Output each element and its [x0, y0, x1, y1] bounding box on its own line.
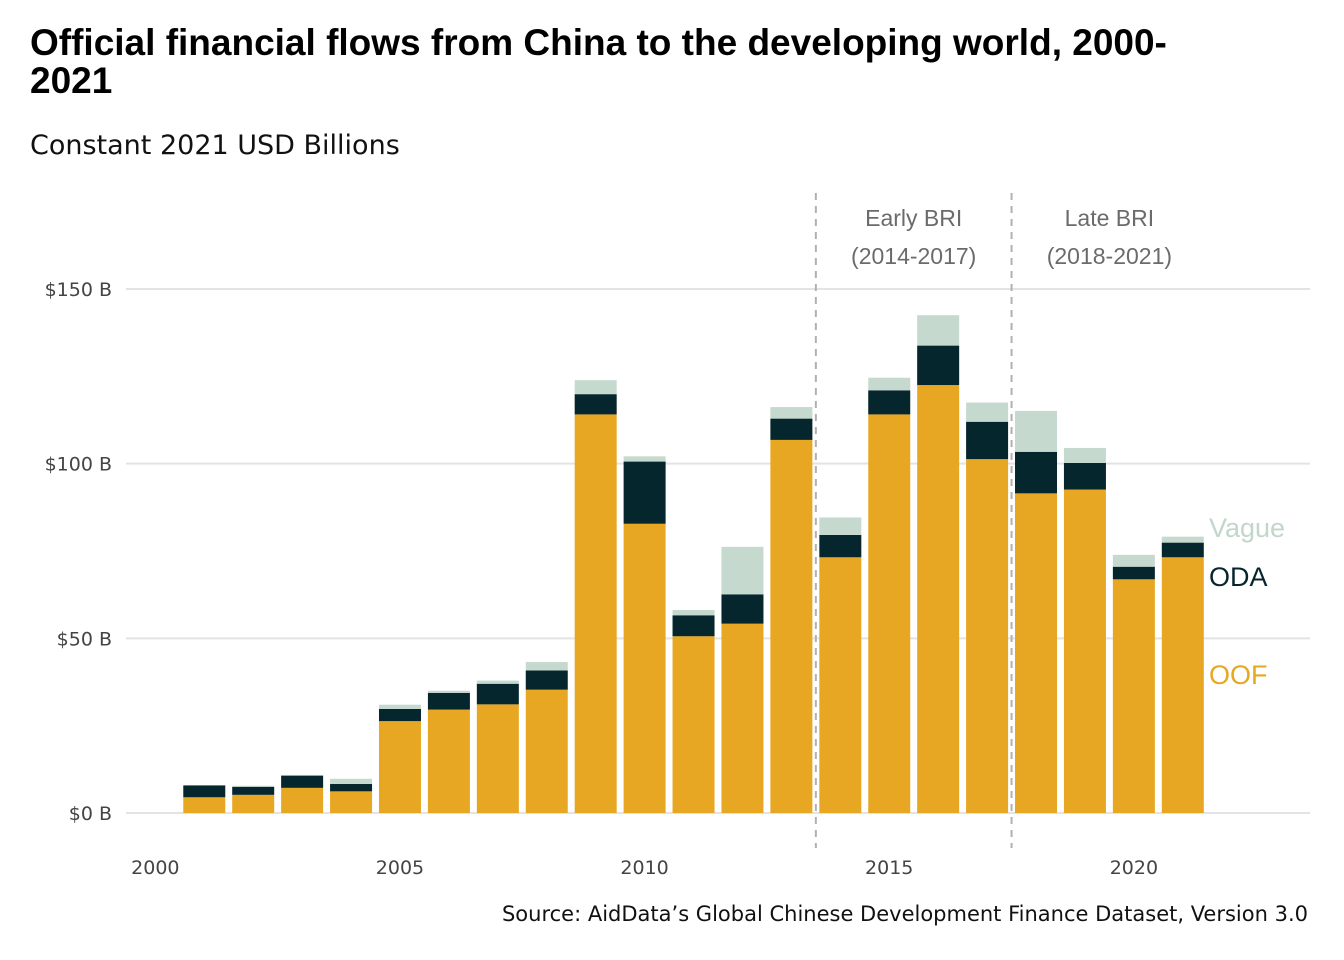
- bar-oda-2013: [770, 418, 813, 440]
- bar-vague-2015: [868, 377, 911, 391]
- bars: [183, 315, 1204, 813]
- bar-oda-2016: [917, 345, 960, 386]
- bar-oda-2019: [1063, 462, 1106, 490]
- bar-oof-2006: [427, 709, 470, 813]
- bar-oda-2003: [281, 775, 324, 788]
- bar-oda-2017: [966, 421, 1009, 460]
- bar-oda-2007: [476, 683, 519, 705]
- bar-oda-2011: [672, 615, 715, 637]
- bar-oof-2014: [819, 557, 862, 813]
- bar-oof-2021: [1161, 557, 1204, 813]
- x-tick-label: 2020: [1110, 857, 1158, 879]
- bar-oda-2021: [1161, 542, 1204, 558]
- legend-label-oof: OOF: [1209, 660, 1268, 690]
- era-dividers: [814, 193, 1013, 848]
- bar-oof-2018: [1015, 493, 1058, 813]
- y-tick-label: $150 B: [45, 279, 112, 301]
- era-label-1: Early BRI: [865, 205, 962, 231]
- bar-oda-2001: [183, 785, 226, 798]
- bar-vague-2011: [672, 610, 715, 616]
- bar-vague-2012: [721, 546, 764, 595]
- bar-oof-2008: [525, 689, 568, 813]
- source-note: Source: AidData’s Global Chinese Develop…: [501, 902, 1308, 926]
- bar-oda-2008: [525, 670, 568, 690]
- bar-oof-2001: [183, 797, 226, 813]
- bar-vague-2002: [232, 785, 275, 787]
- bar-oof-2010: [623, 523, 666, 813]
- y-tick-label: $0 B: [69, 803, 112, 825]
- legend-label-vague: Vague: [1209, 513, 1285, 543]
- bar-oda-2012: [721, 594, 764, 624]
- bar-vague-2020: [1112, 554, 1155, 567]
- bar-vague-2010: [623, 456, 666, 462]
- bar-oof-2012: [721, 623, 764, 813]
- bar-oof-2009: [574, 414, 617, 813]
- bar-oda-2014: [819, 534, 862, 558]
- era-range-2: (2018-2021): [1047, 243, 1172, 269]
- bar-oof-2017: [966, 459, 1009, 813]
- bar-oof-2003: [281, 787, 324, 813]
- bar-oda-2004: [330, 784, 373, 792]
- bar-vague-2006: [427, 690, 470, 693]
- bar-oda-2006: [427, 692, 470, 710]
- bar-vague-2007: [476, 680, 519, 684]
- bar-oda-2009: [574, 394, 617, 415]
- gridlines: [126, 288, 1310, 814]
- y-tick-label: $50 B: [57, 628, 112, 650]
- bar-vague-2005: [378, 704, 421, 709]
- bar-oda-2002: [232, 786, 275, 795]
- era-label-2: Late BRI: [1065, 205, 1155, 231]
- x-tick-label: 2010: [620, 857, 668, 879]
- bar-vague-2009: [574, 380, 617, 395]
- chart-subtitle: Constant 2021 USD Billions: [30, 130, 400, 161]
- legend: OOF ODA Vague: [1209, 513, 1285, 690]
- bar-vague-2018: [1015, 410, 1058, 452]
- bar-vague-2004: [330, 778, 373, 785]
- x-tick-label: 2005: [376, 857, 424, 879]
- bar-oda-2020: [1112, 566, 1155, 580]
- x-tick-label: 2015: [865, 857, 913, 879]
- bar-vague-2014: [819, 517, 862, 535]
- axis-ticks: $0 B $50 B $100 B $150 B 2000 2005 2010 2015 202…: [45, 279, 1158, 879]
- bar-oof-2007: [476, 704, 519, 813]
- bar-oof-2004: [330, 791, 373, 813]
- era-range-1: (2014-2017): [851, 243, 976, 269]
- bar-oda-2010: [623, 461, 666, 524]
- bar-oof-2015: [868, 414, 911, 813]
- bar-vague-2016: [917, 315, 960, 346]
- bar-vague-2019: [1063, 447, 1106, 463]
- bar-oof-2013: [770, 439, 813, 813]
- era-annotations: Early BRI (2014-2017) Late BRI (2018-2021): [851, 205, 1172, 269]
- chart-title: Official financial flows from China to t…: [30, 22, 1167, 101]
- y-tick-label: $100 B: [45, 454, 112, 476]
- x-tick-label: 2000: [131, 857, 179, 879]
- bar-oda-2005: [378, 708, 421, 722]
- bar-oda-2015: [868, 390, 911, 415]
- bar-oda-2018: [1015, 451, 1058, 494]
- bar-oof-2011: [672, 636, 715, 813]
- bar-vague-2017: [966, 402, 1009, 422]
- legend-label-oda: ODA: [1209, 562, 1268, 592]
- bar-vague-2013: [770, 407, 813, 419]
- bar-oof-2020: [1112, 579, 1155, 813]
- bar-oof-2002: [232, 794, 275, 813]
- bar-vague-2021: [1161, 536, 1204, 543]
- bar-oof-2016: [917, 385, 960, 813]
- bar-vague-2003: [281, 774, 324, 776]
- bar-oof-2019: [1063, 489, 1106, 813]
- bar-vague-2008: [525, 662, 568, 671]
- bar-oof-2005: [378, 721, 421, 813]
